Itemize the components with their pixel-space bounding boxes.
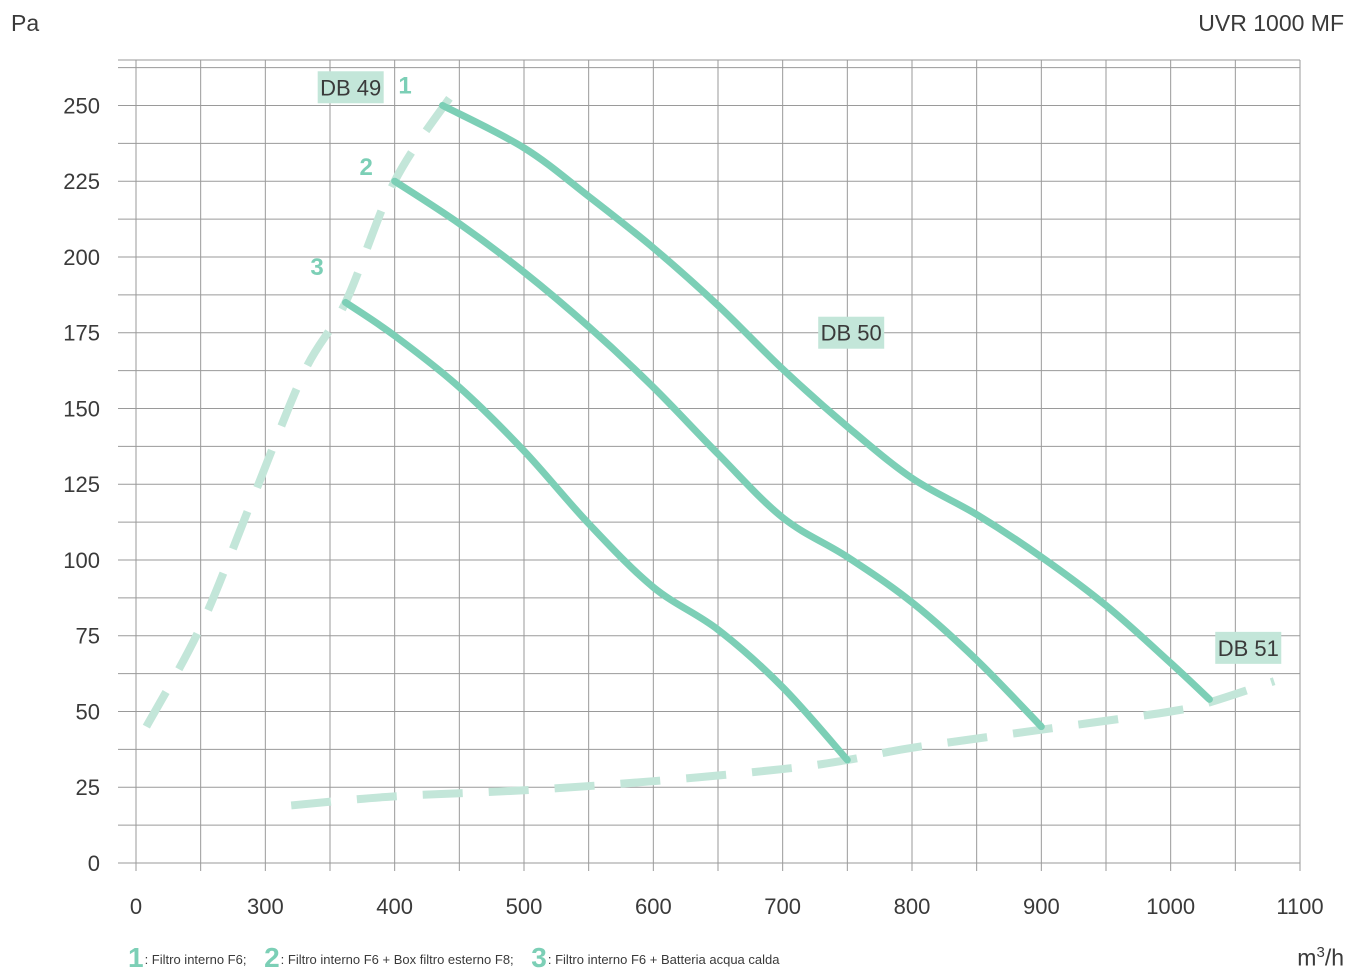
series-line-2	[391, 177, 1045, 731]
curve-label-2: 2	[360, 154, 373, 181]
legend-text-3: : Filtro interno F6 + Batteria acqua cal…	[547, 952, 780, 967]
legend-item-2: 2: Filtro interno F6 + Box filtro estern…	[264, 942, 514, 973]
x-unit-exponent: 3	[1316, 944, 1325, 961]
chart-title: UVR 1000 MF	[1198, 10, 1344, 36]
annotation-box	[818, 316, 885, 349]
annotation-label: DB 51	[1218, 636, 1279, 661]
annotation-label: DB 50	[821, 321, 882, 346]
x-unit-suffix: /h	[1324, 944, 1344, 971]
x-tick-label: 900	[1023, 894, 1060, 919]
x-tick-label: 500	[506, 894, 543, 919]
legend-text-2: : Filtro interno F6 + Box filtro esterno…	[280, 952, 514, 967]
x-tick-label: 300	[247, 894, 284, 919]
y-tick-label: 150	[63, 396, 100, 421]
y-tick-label: 0	[88, 851, 100, 876]
series-line-1	[439, 101, 1213, 703]
legend-item-1: 1: Filtro interno F6;	[128, 942, 247, 973]
x-tick-label: 700	[764, 894, 801, 919]
x-tick-label: 1000	[1146, 894, 1195, 919]
y-tick-label: 125	[63, 472, 100, 497]
y-axis-label: Pa	[11, 10, 40, 36]
annotation-box	[317, 71, 384, 104]
series-line-3	[342, 298, 851, 764]
dashed-curve-2	[290, 677, 1276, 810]
y-tick-label: 100	[63, 548, 100, 573]
y-tick-label: 200	[63, 245, 100, 270]
legend: 1: Filtro interno F6; 2: Filtro interno …	[128, 942, 793, 974]
x-tick-label: 1100	[1276, 894, 1323, 919]
curve-label-3: 3	[310, 254, 323, 281]
y-tick-label: 175	[63, 321, 100, 346]
x-unit-base: m	[1297, 944, 1317, 971]
x-axis-unit: m3/h	[1297, 944, 1344, 972]
x-tick-label: 400	[376, 894, 413, 919]
annotation-label: DB 49	[320, 75, 381, 100]
y-tick-label: 25	[76, 775, 100, 800]
legend-num-2: 2	[264, 942, 280, 973]
legend-num-3: 3	[531, 942, 547, 973]
x-tick-label: 600	[635, 894, 672, 919]
y-tick-label: 50	[76, 699, 100, 724]
y-tick-label: 250	[63, 93, 100, 118]
legend-text-1: : Filtro interno F6;	[144, 952, 247, 967]
annotation-box	[1215, 631, 1282, 664]
x-tick-label: 800	[894, 894, 931, 919]
x-tick-label: 0	[130, 894, 142, 919]
legend-item-3: 3: Filtro interno F6 + Batteria acqua ca…	[531, 942, 780, 973]
curve-label-1: 1	[398, 72, 411, 99]
y-tick-label: 225	[63, 169, 100, 194]
y-tick-label: 75	[76, 624, 100, 649]
legend-num-1: 1	[128, 942, 144, 973]
